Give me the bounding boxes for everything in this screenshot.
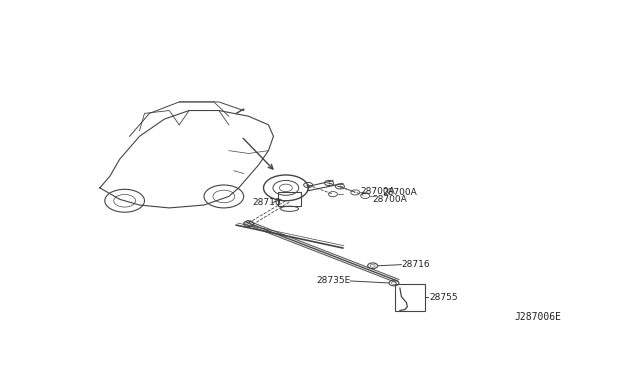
Bar bbox=[278, 192, 301, 206]
Bar bbox=[395, 284, 425, 311]
Text: 28710: 28710 bbox=[253, 198, 281, 207]
Text: 28755: 28755 bbox=[429, 293, 458, 302]
Text: 28700A: 28700A bbox=[360, 187, 395, 196]
Text: 28700A: 28700A bbox=[383, 188, 417, 197]
Text: J287006E: J287006E bbox=[514, 312, 561, 323]
Text: 28700A: 28700A bbox=[372, 195, 408, 204]
Text: 28716: 28716 bbox=[401, 260, 430, 269]
Text: 28735E: 28735E bbox=[316, 276, 350, 285]
